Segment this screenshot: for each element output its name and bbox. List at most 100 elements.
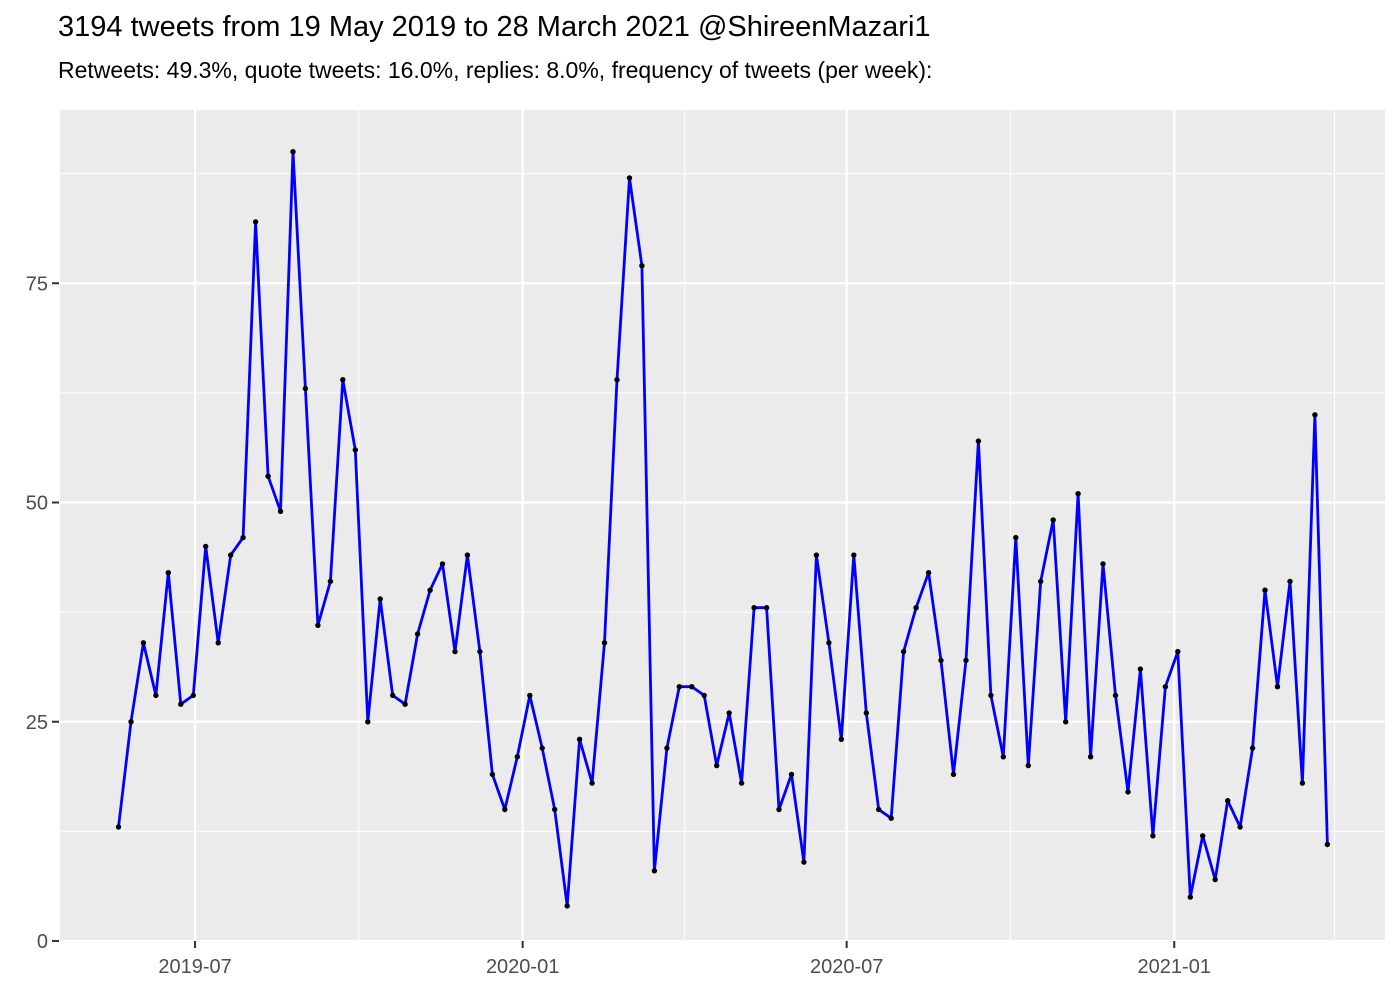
data-point [414, 631, 421, 637]
data-point [228, 552, 234, 558]
data-point [327, 578, 334, 585]
data-point [925, 570, 932, 576]
data-point [601, 640, 608, 646]
data-point [1200, 833, 1206, 839]
data-point [539, 745, 545, 751]
data-point [826, 640, 832, 646]
data-point [1162, 684, 1169, 690]
data-point [1075, 491, 1081, 497]
data-point [763, 605, 770, 611]
data-point [153, 692, 159, 699]
data-point [1262, 587, 1268, 593]
data-point [614, 377, 620, 383]
data-point [639, 263, 645, 269]
data-point [626, 175, 633, 181]
x-tick-label: 2020-07 [810, 956, 883, 978]
y-tick-label: 50 [26, 493, 48, 515]
data-point [477, 648, 483, 655]
data-point [1187, 894, 1194, 900]
data-point [464, 552, 471, 558]
data-point [701, 692, 707, 699]
data-point [265, 473, 271, 479]
data-point [1312, 412, 1318, 418]
data-point [1274, 684, 1281, 690]
data-point [340, 377, 346, 383]
data-point [900, 648, 907, 655]
data-point [851, 552, 857, 558]
data-point [1100, 561, 1106, 567]
data-point [788, 771, 795, 778]
data-point [1063, 719, 1069, 725]
data-point [913, 605, 919, 611]
chart-title: 3194 tweets from 19 May 2019 to 28 March… [58, 11, 931, 43]
data-point [1324, 841, 1331, 848]
data-point [838, 736, 844, 742]
plot-panel [60, 110, 1385, 940]
data-point [128, 719, 134, 725]
data-point [726, 710, 732, 716]
chart-subtitle: Retweets: 49.3%, quote tweets: 16.0%, re… [58, 57, 933, 83]
data-point [689, 684, 695, 690]
y-tick-label: 25 [26, 712, 48, 734]
data-point [1299, 780, 1306, 786]
data-point [514, 754, 520, 760]
data-point [1249, 745, 1256, 751]
data-point [950, 771, 957, 778]
data-point [738, 780, 745, 786]
data-point [1175, 648, 1181, 655]
data-point [1025, 762, 1032, 769]
data-point [1000, 754, 1006, 760]
data-line [117, 150, 1329, 908]
data-point [938, 657, 944, 664]
data-point [1125, 789, 1131, 795]
data-point [1237, 824, 1243, 830]
data-point [377, 596, 383, 602]
data-point [140, 640, 147, 646]
data-point [190, 692, 196, 699]
data-point [352, 447, 358, 453]
data-point [576, 736, 583, 742]
data-point [1225, 798, 1231, 804]
x-tick-label: 2020-01 [486, 956, 559, 978]
data-point [1013, 534, 1019, 541]
data-point [664, 745, 670, 751]
data-point [1038, 578, 1044, 585]
data-point [888, 815, 894, 821]
y-tick-label: 0 [37, 931, 48, 953]
data-point [863, 710, 869, 716]
data-point [651, 868, 658, 874]
data-point [1287, 578, 1293, 585]
x-tick-label: 2019-07 [158, 956, 231, 978]
data-point [302, 385, 309, 392]
data-point [115, 824, 122, 830]
data-point [290, 149, 296, 155]
data-point [203, 543, 209, 550]
data-point [165, 570, 171, 576]
x-tick-label: 2021-01 [1138, 956, 1211, 978]
data-point [527, 692, 533, 699]
data-point [489, 771, 496, 778]
data-point [676, 684, 682, 690]
data-point [1212, 876, 1218, 883]
data-point [390, 692, 396, 699]
data-point [1137, 666, 1144, 672]
data-point [365, 719, 371, 725]
data-point [215, 640, 221, 646]
data-point [1050, 517, 1056, 523]
data-point [402, 701, 408, 707]
data-point [252, 219, 259, 225]
data-point [776, 806, 782, 813]
data-point [714, 762, 720, 769]
data-point [988, 692, 994, 699]
data-point [1150, 833, 1156, 839]
data-point [178, 701, 184, 707]
data-point [552, 806, 558, 813]
data-point [751, 605, 757, 611]
data-point [813, 552, 820, 558]
data-point [452, 648, 458, 655]
data-point [589, 780, 595, 786]
data-point [1112, 692, 1119, 699]
data-point [564, 903, 570, 909]
data-point [427, 587, 433, 593]
